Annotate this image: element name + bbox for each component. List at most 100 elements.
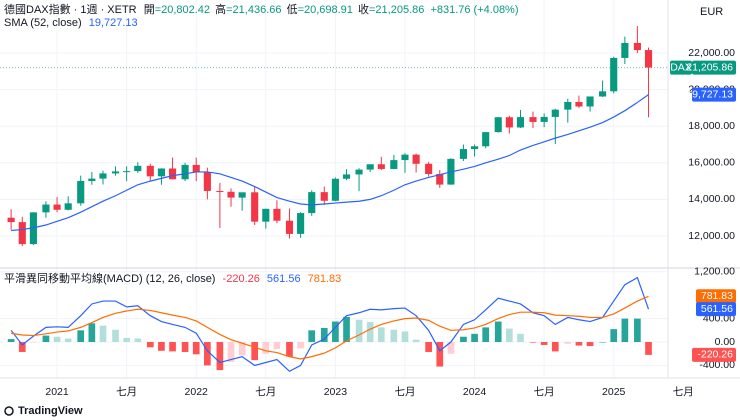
candle-body: [436, 174, 444, 185]
histogram-bar: [586, 342, 594, 347]
candle-body: [516, 117, 525, 128]
histogram-bar: [482, 327, 490, 343]
candle-body: [7, 217, 15, 223]
histogram-bar: [42, 335, 50, 343]
x-tick-label: 2021: [45, 386, 69, 398]
candle-body: [425, 163, 433, 175]
candle-body: [505, 117, 513, 128]
histogram-bar: [320, 327, 328, 343]
histogram-bar: [286, 342, 293, 357]
candle-body: [285, 220, 294, 234]
candle-body: [644, 50, 653, 68]
macd-legend-signal: 781.83: [308, 273, 342, 285]
candle-body: [262, 208, 270, 222]
histogram-bar: [77, 330, 85, 343]
histogram-bar: [146, 342, 154, 348]
histogram-bar: [297, 342, 304, 349]
candle-body: [203, 172, 211, 191]
histogram-bar: [494, 321, 502, 343]
candle-body: [377, 164, 385, 169]
histogram-bar: [529, 342, 537, 343]
value-tag-label: 781.83: [701, 290, 733, 302]
x-tick-label: 2025: [602, 386, 626, 398]
candle-body: [181, 164, 189, 180]
value-tag-label: 21,205.86: [686, 61, 733, 73]
candle-body: [297, 213, 305, 234]
candle-body: [551, 109, 559, 117]
y-tick-label: 16,000.00: [688, 157, 735, 169]
candle-body: [482, 132, 490, 147]
logo: TradingView: [4, 405, 83, 417]
histogram-bar: [216, 342, 224, 371]
candle-body: [610, 57, 618, 92]
candle-body: [308, 192, 316, 214]
value-tag-label: 561.56: [701, 303, 733, 315]
histogram-bar: [366, 322, 374, 343]
histogram-bar: [540, 342, 548, 345]
symbol-title: 德國DAX指數 · 1週 · XETR: [4, 2, 137, 16]
candle-body: [146, 165, 154, 177]
histogram-bar: [575, 342, 583, 346]
histogram-bar: [181, 342, 189, 352]
histogram-bar: [599, 342, 606, 343]
histogram-bar: [204, 342, 211, 366]
ohlc-label: 低: [287, 3, 298, 16]
candle-body: [64, 203, 72, 210]
histogram-bar: [343, 316, 350, 343]
x-tick-label: 七月: [255, 386, 276, 398]
histogram-bar: [158, 342, 165, 351]
ohlc-value: =20,698.91: [298, 4, 353, 16]
histogram-bar: [7, 339, 15, 343]
ohlc-value: =21,205.86: [369, 4, 424, 16]
histogram-bar: [425, 342, 432, 352]
candle-body: [111, 171, 120, 174]
histogram-bar: [621, 318, 629, 343]
candle-body: [586, 96, 594, 107]
candle-body: [273, 208, 281, 221]
signal-line: [11, 295, 649, 360]
y-tick-label: 12,000.00: [688, 230, 735, 242]
histogram-bar: [610, 329, 618, 343]
candle-body: [401, 154, 409, 161]
histogram-bar: [88, 323, 96, 343]
ohlc-label: 收: [358, 2, 369, 16]
currency: EUR: [700, 6, 723, 18]
candle-body: [575, 101, 583, 107]
value-tag: [696, 302, 736, 317]
histogram-bar: [99, 325, 107, 343]
candle-body: [599, 91, 607, 97]
sma-line: [11, 94, 649, 232]
candle-body: [366, 164, 374, 170]
candle-body: [192, 164, 200, 173]
histogram-bar: [30, 342, 37, 343]
macd-legend-histogram: -220.26: [223, 273, 260, 285]
histogram-bar: [645, 342, 652, 355]
candle-body: [157, 168, 165, 177]
value-tag-label: 19,727.13: [686, 88, 733, 100]
candle-body: [621, 42, 629, 58]
histogram-bar: [227, 342, 235, 362]
symbol-tag: [670, 60, 692, 75]
histogram-bar: [262, 342, 270, 354]
sma-legend-value: 19,727.13: [89, 17, 138, 29]
candle-body: [331, 178, 339, 201]
histogram-bar: [192, 342, 200, 355]
ohlc-value: =21,436.66: [226, 4, 281, 16]
histogram-bar: [506, 328, 513, 343]
histogram-bar: [251, 342, 259, 361]
histogram-bar: [18, 342, 26, 352]
candle-body: [494, 117, 502, 133]
candle-body: [123, 171, 131, 173]
histogram-bar: [447, 342, 455, 354]
histogram-bar: [238, 342, 246, 356]
histogram-bar: [551, 342, 559, 352]
histogram-bar: [134, 338, 142, 343]
candle-body: [320, 192, 328, 201]
histogram-bar: [564, 342, 572, 344]
candle-body: [355, 169, 363, 175]
histogram-bar: [517, 333, 524, 343]
candle-body: [88, 178, 96, 181]
candle-body: [412, 154, 420, 164]
histogram-bar: [634, 318, 641, 343]
